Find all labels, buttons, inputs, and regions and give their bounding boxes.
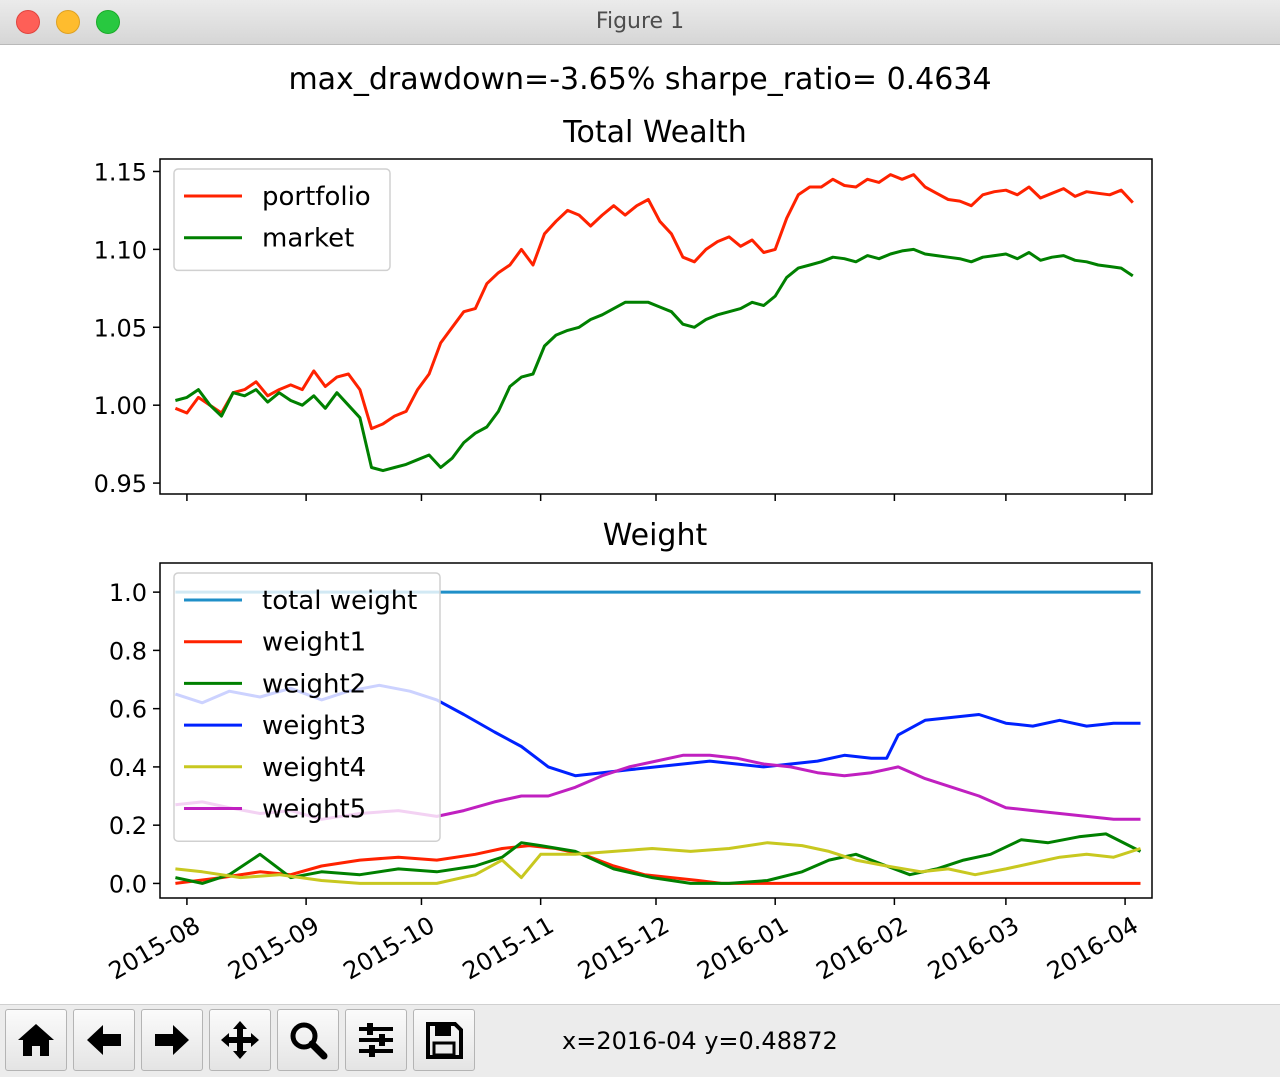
weight-chart-title: Weight bbox=[603, 518, 708, 553]
weight-subplot: Weight 0.0 0.2 0.4 0.6 0.8 1.0 2015-08 2015-09… bbox=[104, 518, 1153, 985]
x-tick-label: 2016-02 bbox=[812, 911, 913, 985]
forward-button[interactable] bbox=[141, 1009, 203, 1071]
sliders-icon bbox=[359, 1023, 393, 1057]
x-tick-label: 2015-08 bbox=[104, 911, 205, 985]
move-icon bbox=[221, 1021, 259, 1059]
series-line-weight2 bbox=[175, 832, 1142, 885]
x-tick-label: 2015-11 bbox=[458, 911, 559, 985]
figure-canvas[interactable]: max_drawdown=-3.65% sharpe_ratio= 0.4634… bbox=[0, 45, 1280, 1003]
y-tick-label: 0.95 bbox=[94, 470, 147, 498]
y-tick-label: 1.0 bbox=[109, 579, 147, 607]
close-window-button[interactable] bbox=[16, 10, 40, 34]
y-tick-label: 0.0 bbox=[109, 870, 147, 898]
series-line-weight4 bbox=[175, 841, 1141, 885]
figure-suptitle: max_drawdown=-3.65% sharpe_ratio= 0.4634 bbox=[288, 62, 991, 97]
zoom-button[interactable] bbox=[277, 1009, 339, 1071]
wealth-chart-title: Total Wealth bbox=[562, 115, 746, 150]
legend-label: weight5 bbox=[262, 795, 366, 825]
pan-button[interactable] bbox=[209, 1009, 271, 1071]
legend-label: weight1 bbox=[262, 628, 366, 658]
legend-label: weight2 bbox=[262, 669, 366, 699]
x-tick-label: 2015-12 bbox=[573, 911, 674, 985]
legend-label: portfolio bbox=[262, 182, 371, 212]
configure-subplots-button[interactable] bbox=[345, 1009, 407, 1071]
y-tick-label: 1.05 bbox=[94, 314, 147, 342]
legend-label: weight3 bbox=[262, 711, 366, 741]
minimize-window-button[interactable] bbox=[56, 10, 80, 34]
x-tick-label: 2016-03 bbox=[923, 911, 1024, 985]
legend-label: total weight bbox=[262, 586, 417, 616]
y-tick-label: 1.10 bbox=[94, 236, 147, 264]
arrow-right-icon bbox=[155, 1025, 189, 1055]
legend-box bbox=[173, 168, 391, 272]
x-tick-label: 2016-01 bbox=[692, 911, 793, 985]
wealth-subplot: Total Wealth 0.95 1.00 1.05 1.10 1.15 portfo… bbox=[94, 115, 1153, 501]
window-title: Figure 1 bbox=[595, 9, 685, 34]
window-titlebar: Figure 1 bbox=[0, 0, 1280, 45]
legend-label: weight4 bbox=[262, 753, 366, 783]
save-button[interactable] bbox=[413, 1009, 475, 1071]
legend-label: market bbox=[262, 224, 354, 254]
x-tick-label: 2015-09 bbox=[223, 911, 324, 985]
y-tick-label: 0.4 bbox=[109, 754, 147, 782]
cursor-coordinates: x=2016-04 y=0.48872 bbox=[562, 1027, 838, 1055]
series-line-weight1 bbox=[175, 844, 1141, 885]
series-line-portfolio bbox=[174, 173, 1134, 431]
magnifier-icon bbox=[290, 1022, 328, 1060]
arrow-left-icon bbox=[87, 1025, 121, 1055]
x-tick-label: 2015-10 bbox=[339, 911, 440, 985]
navigation-toolbar: x=2016-04 y=0.48872 bbox=[0, 1004, 1280, 1077]
y-tick-label: 0.2 bbox=[109, 812, 147, 840]
back-button[interactable] bbox=[73, 1009, 135, 1071]
home-icon bbox=[18, 1024, 54, 1056]
x-tick-label: 2016-04 bbox=[1042, 911, 1143, 985]
home-button[interactable] bbox=[5, 1009, 67, 1071]
y-tick-label: 0.6 bbox=[109, 696, 147, 724]
y-tick-label: 1.00 bbox=[94, 392, 147, 420]
y-tick-label: 0.8 bbox=[109, 637, 147, 665]
series-line-market bbox=[175, 247, 1134, 473]
legend-box bbox=[173, 572, 441, 842]
floppy-disk-icon bbox=[426, 1022, 463, 1059]
zoom-window-button[interactable] bbox=[96, 10, 120, 34]
y-tick-label: 1.15 bbox=[94, 158, 147, 186]
